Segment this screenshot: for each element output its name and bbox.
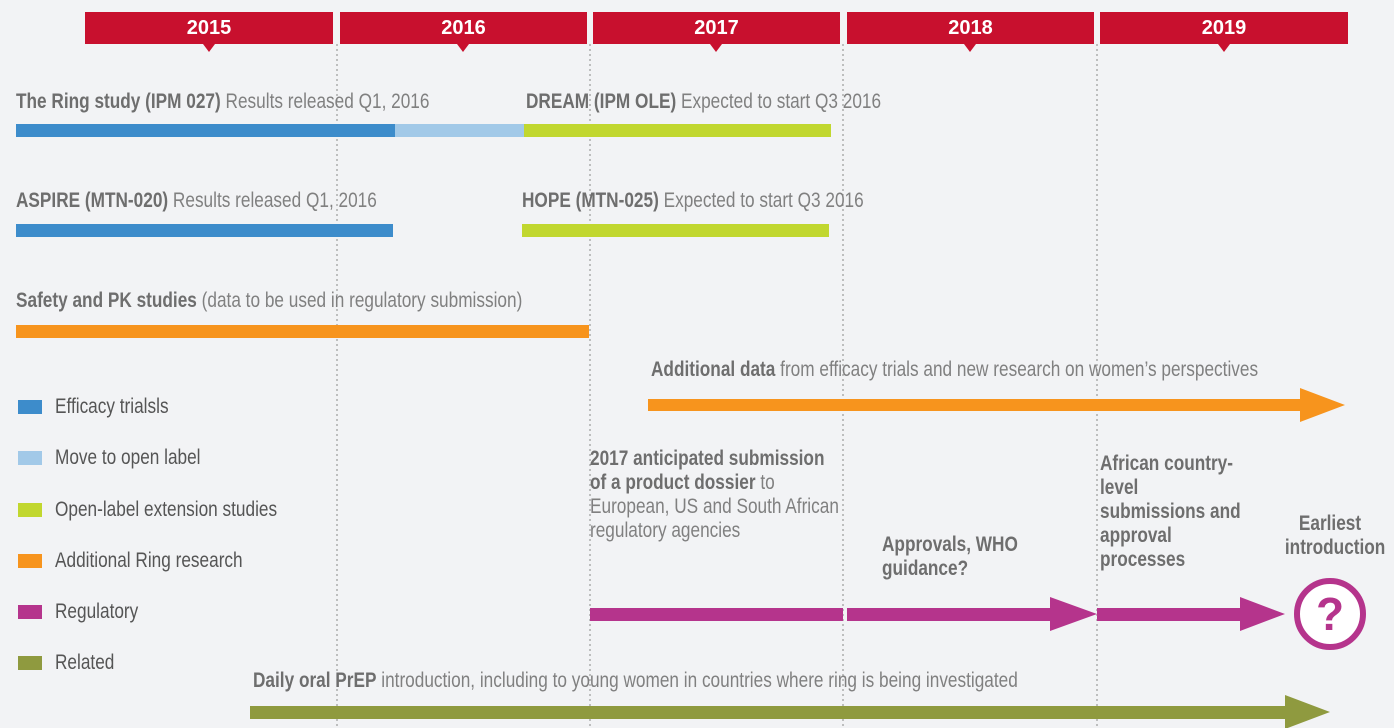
legend-swatch [18,451,42,465]
legend-label: Efficacy trialsls [55,395,169,418]
year: 2015 [186,17,232,39]
row-title: DREAM (IPM OLE) [526,90,677,113]
year-tab [1100,12,1348,44]
arrow [250,695,1330,728]
bar [16,325,589,338]
legend-swatch [18,656,42,670]
row-title: Daily oral PrEP [253,669,377,692]
legend-swatch [18,554,42,568]
year: 2016 [441,17,486,39]
earliest-label: Earliest introduction [1284,512,1386,559]
bar [524,124,831,137]
question-mark: ? [1316,588,1344,640]
row-title: ASPIRE (MTN-020) [16,189,169,212]
row-label: DREAM (IPM OLE) Expected to start Q3 201… [526,89,881,115]
row-title: Additional data [651,358,776,381]
row-note: Results released Q1, 2016 [172,189,377,212]
submission-note: to European, US and South African regula… [590,471,839,542]
legend-label: Additional Ring research [55,549,243,572]
legend-label: Regulatory [55,600,139,623]
bar [16,124,395,137]
african-label: African country-level submissions and ap… [1100,452,1241,571]
row-note: Expected to start Q3 2016 [663,189,864,212]
bar [395,124,524,137]
arrow [1097,597,1285,631]
row-note: from efficacy trials and new research on… [780,358,1259,381]
year: 2017 [694,17,739,39]
row-label: Daily oral PrEP introduction, including … [253,668,1018,694]
approvals-label: Approvals, WHO guidance? [882,533,1018,580]
row-label: HOPE (MTN-025) Expected to start Q3 2016 [522,188,864,214]
year-tab [847,12,1094,44]
row-note: (data to be used in regulatory submissio… [201,289,523,312]
legend-label: Open-label extension studies [55,498,278,521]
row-note: Expected to start Q3 2016 [680,90,882,113]
legend-label: Move to open label [55,446,201,469]
arrow [648,388,1345,422]
year: 2018 [948,17,993,39]
row-label: ASPIRE (MTN-020) Results released Q1, 20… [16,188,377,214]
question-circle [1294,578,1366,650]
row-title: Safety and PK studies [16,289,197,312]
row-note: Results released Q1, 2016 [225,90,430,113]
legend-swatch [18,503,42,517]
legend-swatch [18,400,42,414]
bar [522,224,829,237]
row-label: Safety and PK studies (data to be used i… [16,288,522,314]
row-title: The Ring study (IPM 027) [16,90,221,113]
submission-title: 2017 anticipated submission of a product… [590,447,825,494]
year-tab [85,12,333,44]
submission-label: 2017 anticipated submission of a product… [590,447,840,543]
year: 2019 [1201,17,1247,39]
year-tab [340,12,587,44]
row-label: Additional data from efficacy trials and… [651,357,1258,383]
row-label: The Ring study (IPM 027) Results release… [16,89,429,115]
row-title: HOPE (MTN-025) [522,189,659,212]
bar [590,608,843,621]
legend-swatch [18,605,42,619]
year-tab [593,12,840,44]
arrow [847,597,1097,631]
legend-label: Related [55,651,115,674]
bar [16,224,393,237]
row-note: introduction, including to young women i… [381,669,1018,692]
